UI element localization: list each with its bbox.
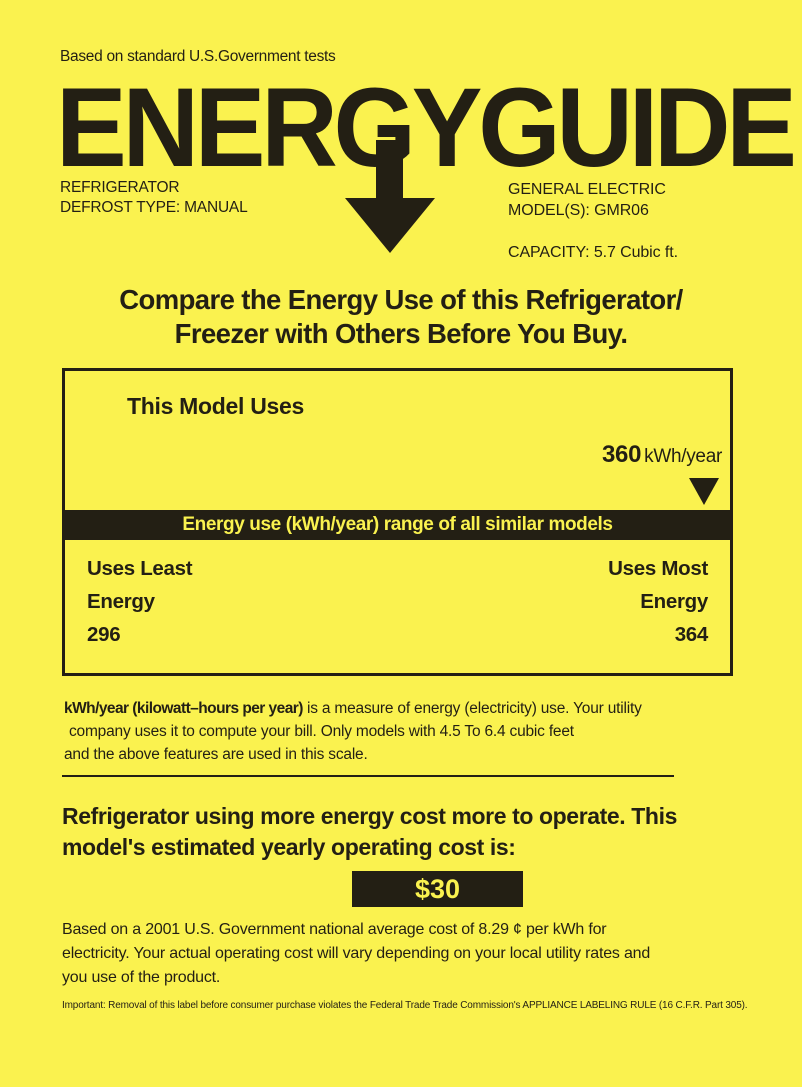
fine-print-notice: Important: Removal of this label before …: [62, 1000, 748, 1011]
model-energy-value: 360 kWh/year: [602, 441, 722, 469]
model-energy-unit: kWh/year: [644, 446, 722, 467]
uses-most-line2: Energy: [640, 590, 708, 613]
compare-headline-line2: Freezer with Others Before You Buy.: [174, 318, 628, 349]
estimated-yearly-cost-value: $30: [414, 873, 461, 904]
kwh-note-line1-rest: is a measure of energy (electricity) use…: [302, 700, 642, 717]
operating-cost-note-line2: electricity. Your actual operating cost …: [62, 945, 651, 962]
energyguide-logo-text: ENERGYGUIDE: [56, 65, 797, 191]
range-pointer-triangle-icon: [689, 478, 719, 505]
uses-most-value: 364: [674, 623, 709, 646]
defrost-type-text: DEFROST TYPE: MANUAL: [60, 199, 248, 216]
this-model-uses-label: This Model Uses: [127, 393, 304, 419]
compare-headline-line1: Compare the Energy Use of this Refrigera…: [119, 284, 683, 315]
operating-cost-headline: Refrigerator using more energy cost more…: [62, 801, 742, 863]
compare-headline: Compare the Energy Use of this Refrigera…: [0, 283, 802, 351]
kwh-explanation-note: kWh/year (kilowatt–hours per year) is a …: [64, 697, 740, 766]
kwh-note-line3: and the above features are used in this …: [64, 746, 368, 763]
appliance-info-right: GENERAL ELECTRIC MODEL(S): GMR06 CAPACIT…: [508, 179, 678, 263]
operating-cost-note-line1: Based on a 2001 U.S. Government national…: [62, 921, 607, 938]
uses-least-line2: Energy: [87, 590, 155, 613]
uses-most-line1: Uses Most: [608, 557, 708, 580]
estimated-yearly-cost-box: $30: [352, 871, 523, 907]
uses-most-energy-block: Uses Most Energy 364: [608, 552, 708, 651]
appliance-type-text: REFRIGERATOR: [60, 179, 180, 196]
energy-use-box: This Model Uses 360 kWh/year Energy use (…: [62, 368, 733, 676]
arrow-head: [345, 198, 435, 253]
energyguide-logo: ENERGYGUIDE: [56, 72, 797, 184]
kwh-note-bold-lead: kWh/year (kilowatt–hours per year): [64, 700, 303, 717]
kwh-note-line2: company uses it to compute your bill. On…: [69, 723, 574, 740]
range-bar: Energy use (kWh/year) range of all simil…: [65, 510, 730, 540]
section-divider: [62, 775, 674, 777]
capacity-text: CAPACITY: 5.7 Cubic ft.: [508, 244, 678, 261]
uses-least-value: 296: [87, 623, 121, 646]
operating-cost-note: Based on a 2001 U.S. Government national…: [62, 918, 748, 990]
manufacturer-text: GENERAL ELECTRIC: [508, 181, 666, 198]
operating-cost-headline-line2: model's estimated yearly operating cost …: [62, 834, 516, 860]
appliance-info-left: REFRIGERATOR DEFROST TYPE: MANUAL: [60, 178, 248, 218]
range-bar-label: Energy use (kWh/year) range of all simil…: [182, 514, 613, 535]
uses-least-energy-block: Uses Least Energy 296: [87, 552, 193, 651]
operating-cost-headline-line1: Refrigerator using more energy cost more…: [62, 803, 677, 829]
kwh-note-line1: kWh/year (kilowatt–hours per year) is a …: [64, 697, 740, 720]
uses-least-line1: Uses Least: [87, 557, 193, 580]
model-text: MODEL(S): GMR06: [508, 202, 649, 219]
based-on-tests-text: Based on standard U.S.Government tests: [60, 48, 336, 65]
operating-cost-note-line3: you use of the product.: [62, 969, 221, 986]
model-energy-number: 360: [602, 441, 642, 468]
